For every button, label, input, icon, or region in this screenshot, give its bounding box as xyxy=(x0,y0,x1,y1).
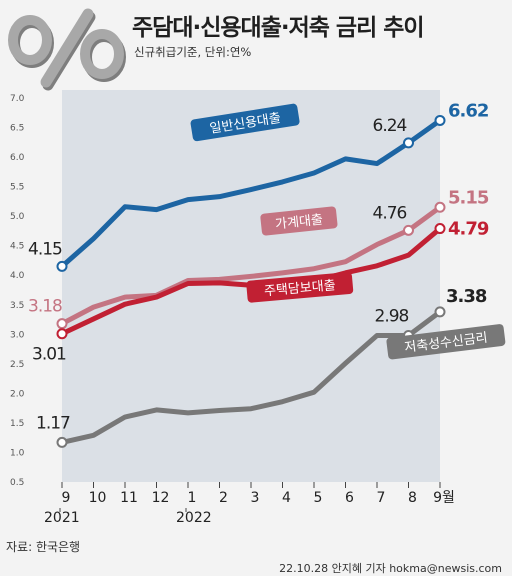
data-point-marker xyxy=(434,223,446,235)
y-tick-label: 1.5 xyxy=(10,419,24,429)
chart-title: 주담대·신용대출·저축 금리 추이 xyxy=(132,15,425,41)
data-label: 3.18 xyxy=(28,297,62,317)
series-line xyxy=(59,117,443,269)
x-tick-label: 9월 xyxy=(433,490,455,506)
y-tick-label: 3.0 xyxy=(10,330,25,340)
series-household_loan: 3.18 4.76 5.15 가계대출 xyxy=(28,187,490,330)
x-tick-label: 6 xyxy=(345,490,354,506)
chart-subtitle: 신규취급기준, 단위:연% xyxy=(134,45,252,59)
series-name-box: 주택담보대출 xyxy=(246,272,354,303)
y-tick-label: 6.5 xyxy=(10,124,24,134)
y-tick-label: 0.5 xyxy=(10,478,24,488)
percent-slash xyxy=(40,8,94,88)
x-tick-label: 4 xyxy=(282,490,291,506)
data-label: 3.01 xyxy=(32,345,66,365)
data-label: 4.15 xyxy=(28,239,62,259)
x-tick-label: 12 xyxy=(152,490,170,506)
series-line xyxy=(59,309,443,445)
x-tick-label: 5 xyxy=(314,490,323,506)
y-tick-label: 6.0 xyxy=(10,153,25,163)
data-point-marker xyxy=(56,328,68,340)
year-label: 2022 xyxy=(176,510,212,526)
data-point-marker xyxy=(56,318,68,330)
y-tick-label: 2.0 xyxy=(10,389,25,399)
data-point-marker xyxy=(434,201,446,213)
x-tick-label: 9 xyxy=(62,490,71,506)
y-tick-label: 3.5 xyxy=(10,301,24,311)
x-tick-label: 8 xyxy=(408,490,417,506)
data-point-marker xyxy=(434,114,446,126)
y-tick-label: 2.5 xyxy=(10,360,24,370)
y-tick-label: 4.5 xyxy=(10,242,24,252)
data-label: 2.98 xyxy=(375,306,409,326)
y-tick-label: 5.0 xyxy=(10,212,25,222)
series-name-box: 일반신용대출 xyxy=(190,103,300,142)
percent-circle-top xyxy=(8,15,52,65)
series-layer: 4.15 6.24 6.62 일반신용대출 3.18 4.76 5.15 가계대출 3.01 4.… xyxy=(28,100,506,448)
data-label: 1.17 xyxy=(36,413,70,433)
data-label: 4.76 xyxy=(373,203,407,223)
y-tick-label: 7.0 xyxy=(10,94,25,104)
data-label: 5.15 xyxy=(448,187,489,208)
data-label: 6.24 xyxy=(373,116,407,136)
data-point-marker xyxy=(403,224,414,236)
series-name-box: 가계대출 xyxy=(260,206,338,236)
x-tick-label: 11 xyxy=(120,490,138,506)
series-mortgage: 3.01 4.79 주택담보대출 xyxy=(32,219,490,365)
series-name-bg xyxy=(246,272,354,303)
series-name-bg xyxy=(260,206,338,236)
y-axis: 0.5 1.0 1.5 2.0 2.5 3.0 3.5 4.0 4.5 5.0 5.5 6.0 6.5 7… xyxy=(10,94,25,488)
source-note: 자료: 한국은행 xyxy=(6,540,81,554)
y-tick-label: 4.0 xyxy=(10,271,25,281)
percent-circle-bottom xyxy=(80,29,124,79)
data-point-marker xyxy=(434,306,446,318)
y-tick-label: 5.5 xyxy=(10,183,24,193)
x-tick-label: 10 xyxy=(89,490,107,506)
credit-note: 22.10.28 안지혜 기자 hokma@newsis.com xyxy=(279,562,502,575)
data-label: 3.38 xyxy=(446,286,487,307)
x-tick-label: 1 xyxy=(188,490,197,506)
series-credit_loan: 4.15 6.24 6.62 일반신용대출 xyxy=(28,100,489,272)
year-label: 2021 xyxy=(44,510,80,526)
series-name-label: 주택담보대출 xyxy=(263,278,336,299)
data-point-marker xyxy=(56,260,68,272)
x-tick-label: 7 xyxy=(377,490,386,506)
series-name-bg xyxy=(386,324,506,360)
data-label: 6.62 xyxy=(448,100,488,121)
percent-logo xyxy=(8,8,126,91)
data-point-marker xyxy=(56,436,68,448)
series-name-label: 가계대출 xyxy=(275,212,324,232)
data-point-marker xyxy=(403,137,414,149)
data-label: 4.79 xyxy=(448,219,489,240)
y-tick-label: 1.0 xyxy=(10,448,25,458)
series-name-bg xyxy=(190,103,300,142)
x-tick-label: 3 xyxy=(251,490,260,506)
series-line xyxy=(59,204,443,327)
x-tick-label: 2 xyxy=(219,490,228,506)
